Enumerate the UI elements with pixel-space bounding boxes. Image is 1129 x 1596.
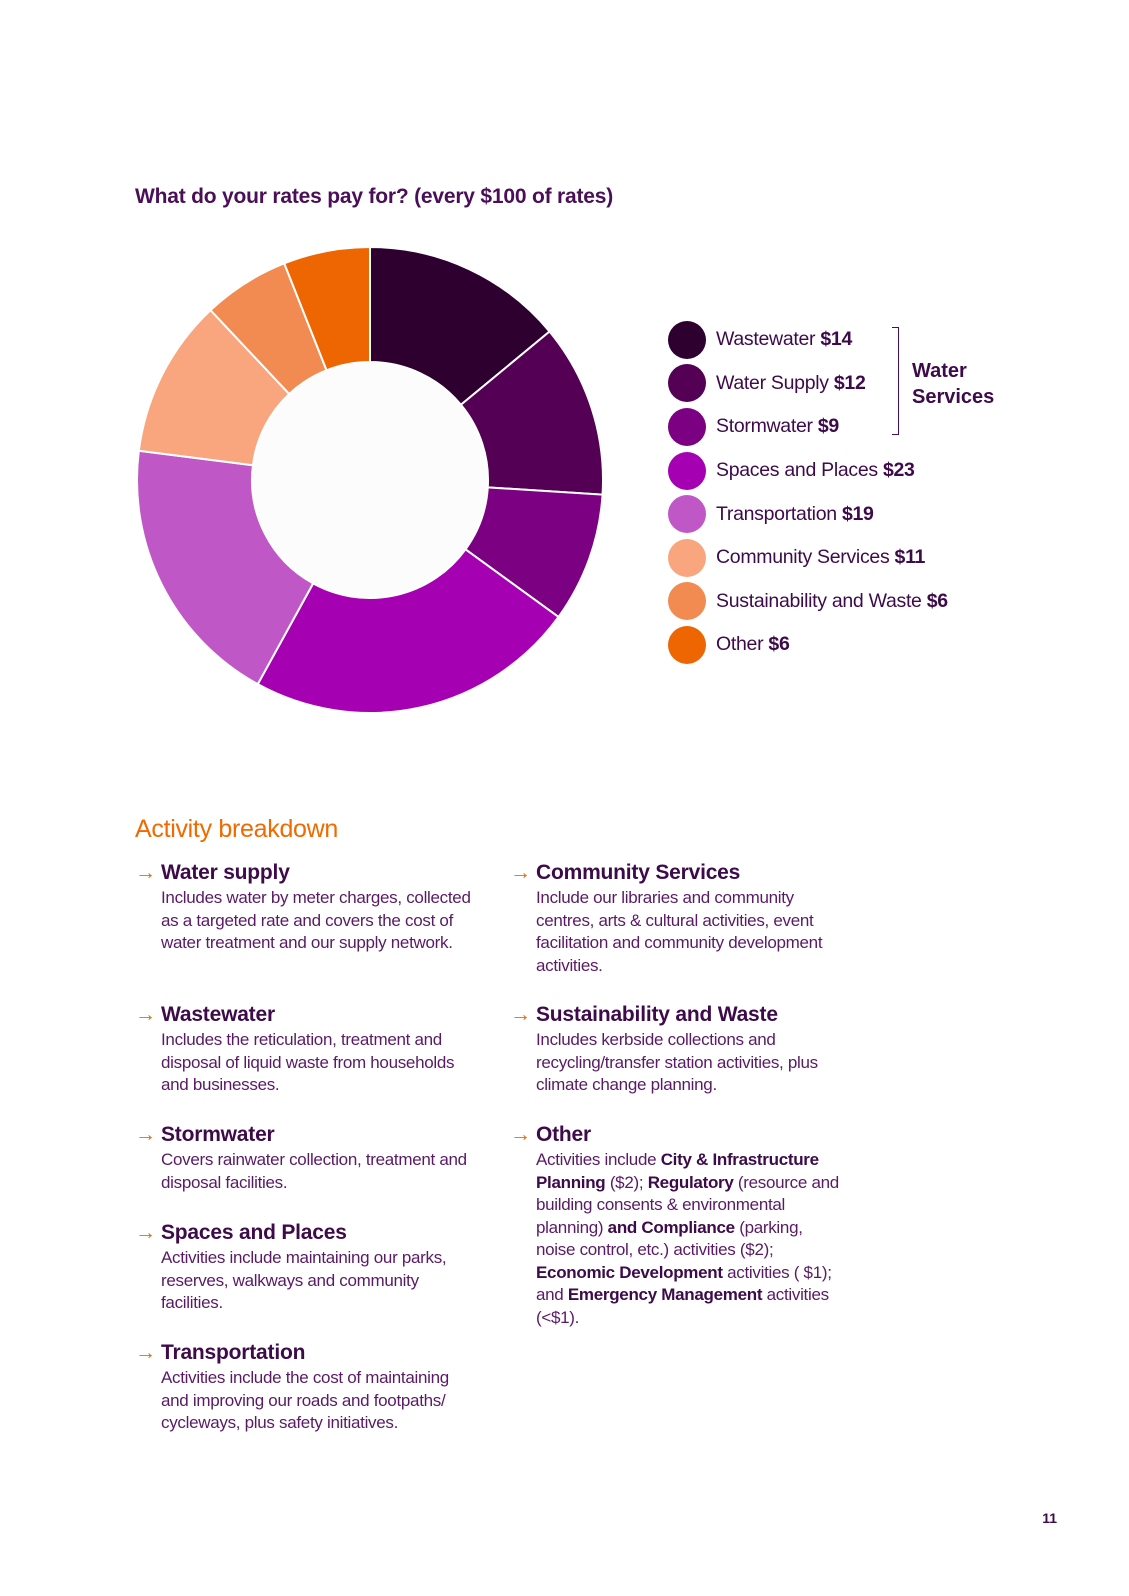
activity-description-text: (parking, noise control, etc.) activitie…: [536, 1217, 803, 1260]
legend-label: Other: [716, 633, 764, 656]
legend-label: Sustainability and Waste: [716, 589, 922, 612]
activity-stormwater: → Stormwater Covers rainwater collection,…: [135, 1123, 475, 1194]
activity-description: Activities include City & Infrastructure…: [536, 1149, 840, 1329]
legend-value: $12: [833, 371, 866, 394]
donut-slice-spaces-and-places: [256, 547, 560, 714]
chart-title: What do your rates pay for? (every $100 …: [135, 185, 614, 208]
activity-description: Activities include maintaining our parks…: [161, 1248, 447, 1312]
legend-item-transportation: Transportation $19: [668, 492, 948, 536]
legend-value: $6: [768, 633, 790, 656]
legend-label: Community Services: [716, 546, 890, 569]
arrow-right-icon: →: [135, 861, 156, 884]
chart-legend: Wastewater $14 Water Supply $12 Stormwater…: [668, 318, 948, 667]
activity-sustainability-and-waste: → Sustainability and Waste Includes kerbs…: [510, 1003, 850, 1097]
activity-description: Covers rainwater collection, treatment a…: [161, 1150, 467, 1192]
legend-swatch: [668, 495, 706, 534]
activity-title: Stormwater: [161, 1123, 275, 1146]
legend-swatch: [668, 582, 706, 621]
activity-title: Wastewater: [161, 1003, 275, 1026]
activity-description-strong: Emergency Management: [567, 1285, 763, 1304]
water-services-bracket: [892, 327, 899, 435]
legend-item-water-supply: Water Supply $12: [668, 362, 948, 406]
legend-swatch: [668, 451, 706, 490]
activity-title: Transportation: [161, 1341, 306, 1364]
arrow-right-icon: →: [135, 1221, 156, 1244]
donut-slice-other: [282, 245, 371, 372]
arrow-right-icon: →: [135, 1003, 156, 1026]
arrow-right-icon: →: [510, 861, 531, 884]
legend-value: $6: [926, 589, 948, 612]
activity-transportation: → Transportation Activities include the c…: [135, 1341, 475, 1435]
donut-slice-wastewater: [369, 245, 551, 407]
activity-description-text: ($2);: [605, 1172, 648, 1192]
activity-community-services: → Community Services Include our librarie…: [510, 861, 850, 977]
legend-label: Stormwater: [716, 415, 813, 438]
donut-chart: [136, 245, 604, 714]
activity-description: Activities include the cost of maintaini…: [161, 1368, 449, 1432]
activity-title: Other: [536, 1123, 592, 1146]
legend-value: $19: [841, 502, 874, 525]
activity-spaces-and-places: → Spaces and Places Activities include ma…: [135, 1221, 475, 1315]
legend-swatch: [668, 407, 706, 446]
arrow-right-icon: →: [510, 1003, 531, 1026]
activity-description-text: activities ( $1); and: [536, 1262, 832, 1305]
donut-hole: [253, 363, 487, 597]
section-heading: Activity breakdown: [135, 815, 339, 843]
legend-swatch: [668, 538, 706, 577]
activity-description-text: activities (<$1).: [536, 1285, 829, 1327]
activity-title: Sustainability and Waste: [536, 1003, 778, 1026]
legend-swatch: [668, 320, 706, 359]
activity-title: Spaces and Places: [161, 1221, 347, 1244]
legend-item-spaces-and-places: Spaces and Places $23: [668, 449, 948, 493]
activity-water-supply: → Water supply Includes water by meter ch…: [135, 861, 475, 955]
legend-label: Transportation: [716, 502, 837, 525]
water-services-label: Water Services: [912, 360, 995, 408]
legend-value: $23: [882, 459, 915, 482]
activity-description: Includes kerbside collections and recycl…: [536, 1030, 818, 1094]
donut-slice-transportation: [136, 449, 315, 686]
activity-description-strong: Economic Development: [536, 1262, 723, 1282]
legend-value: $11: [894, 546, 926, 569]
legend-value: $14: [820, 328, 852, 351]
activity-description-strong: Regulatory: [647, 1172, 734, 1192]
activity-description-text: (resource and building consents & enviro…: [536, 1172, 839, 1237]
legend-swatch: [668, 364, 706, 403]
legend-item-stormwater: Stormwater $9: [668, 405, 948, 449]
activity-description: Include our libraries and community cent…: [536, 888, 823, 975]
legend-item-wastewater: Wastewater $14: [668, 318, 948, 362]
legend-label: Wastewater: [716, 328, 816, 351]
arrow-right-icon: →: [135, 1123, 156, 1146]
activity-description-strong: and Compliance: [607, 1217, 735, 1237]
activity-other: → Other Activities include City & Infrast…: [510, 1123, 840, 1329]
activity-title: Water supply: [161, 861, 290, 884]
arrow-right-icon: →: [135, 1341, 156, 1364]
page-number: 11: [1042, 1510, 1057, 1526]
legend-label: Spaces and Places: [716, 459, 878, 482]
legend-value: $9: [817, 415, 839, 438]
activity-wastewater: → Wastewater Includes the reticulation, t…: [135, 1003, 475, 1097]
legend-label: Water Supply: [716, 371, 829, 394]
legend-item-other: Other $6: [668, 623, 948, 667]
activity-title: Community Services: [536, 861, 741, 884]
activity-description: Includes water by meter charges, collect…: [161, 888, 471, 952]
legend-swatch: [668, 625, 706, 664]
legend-item-sustainability-and-waste: Sustainability and Waste $6: [668, 580, 948, 624]
legend-item-community-services: Community Services $11: [668, 536, 948, 580]
arrow-right-icon: →: [510, 1123, 531, 1146]
activity-description-strong: City & Infrastructure Planning: [536, 1150, 819, 1192]
activity-description: Includes the reticulation, treatment and…: [161, 1030, 455, 1094]
activity-description-text: Activities include: [536, 1150, 661, 1169]
